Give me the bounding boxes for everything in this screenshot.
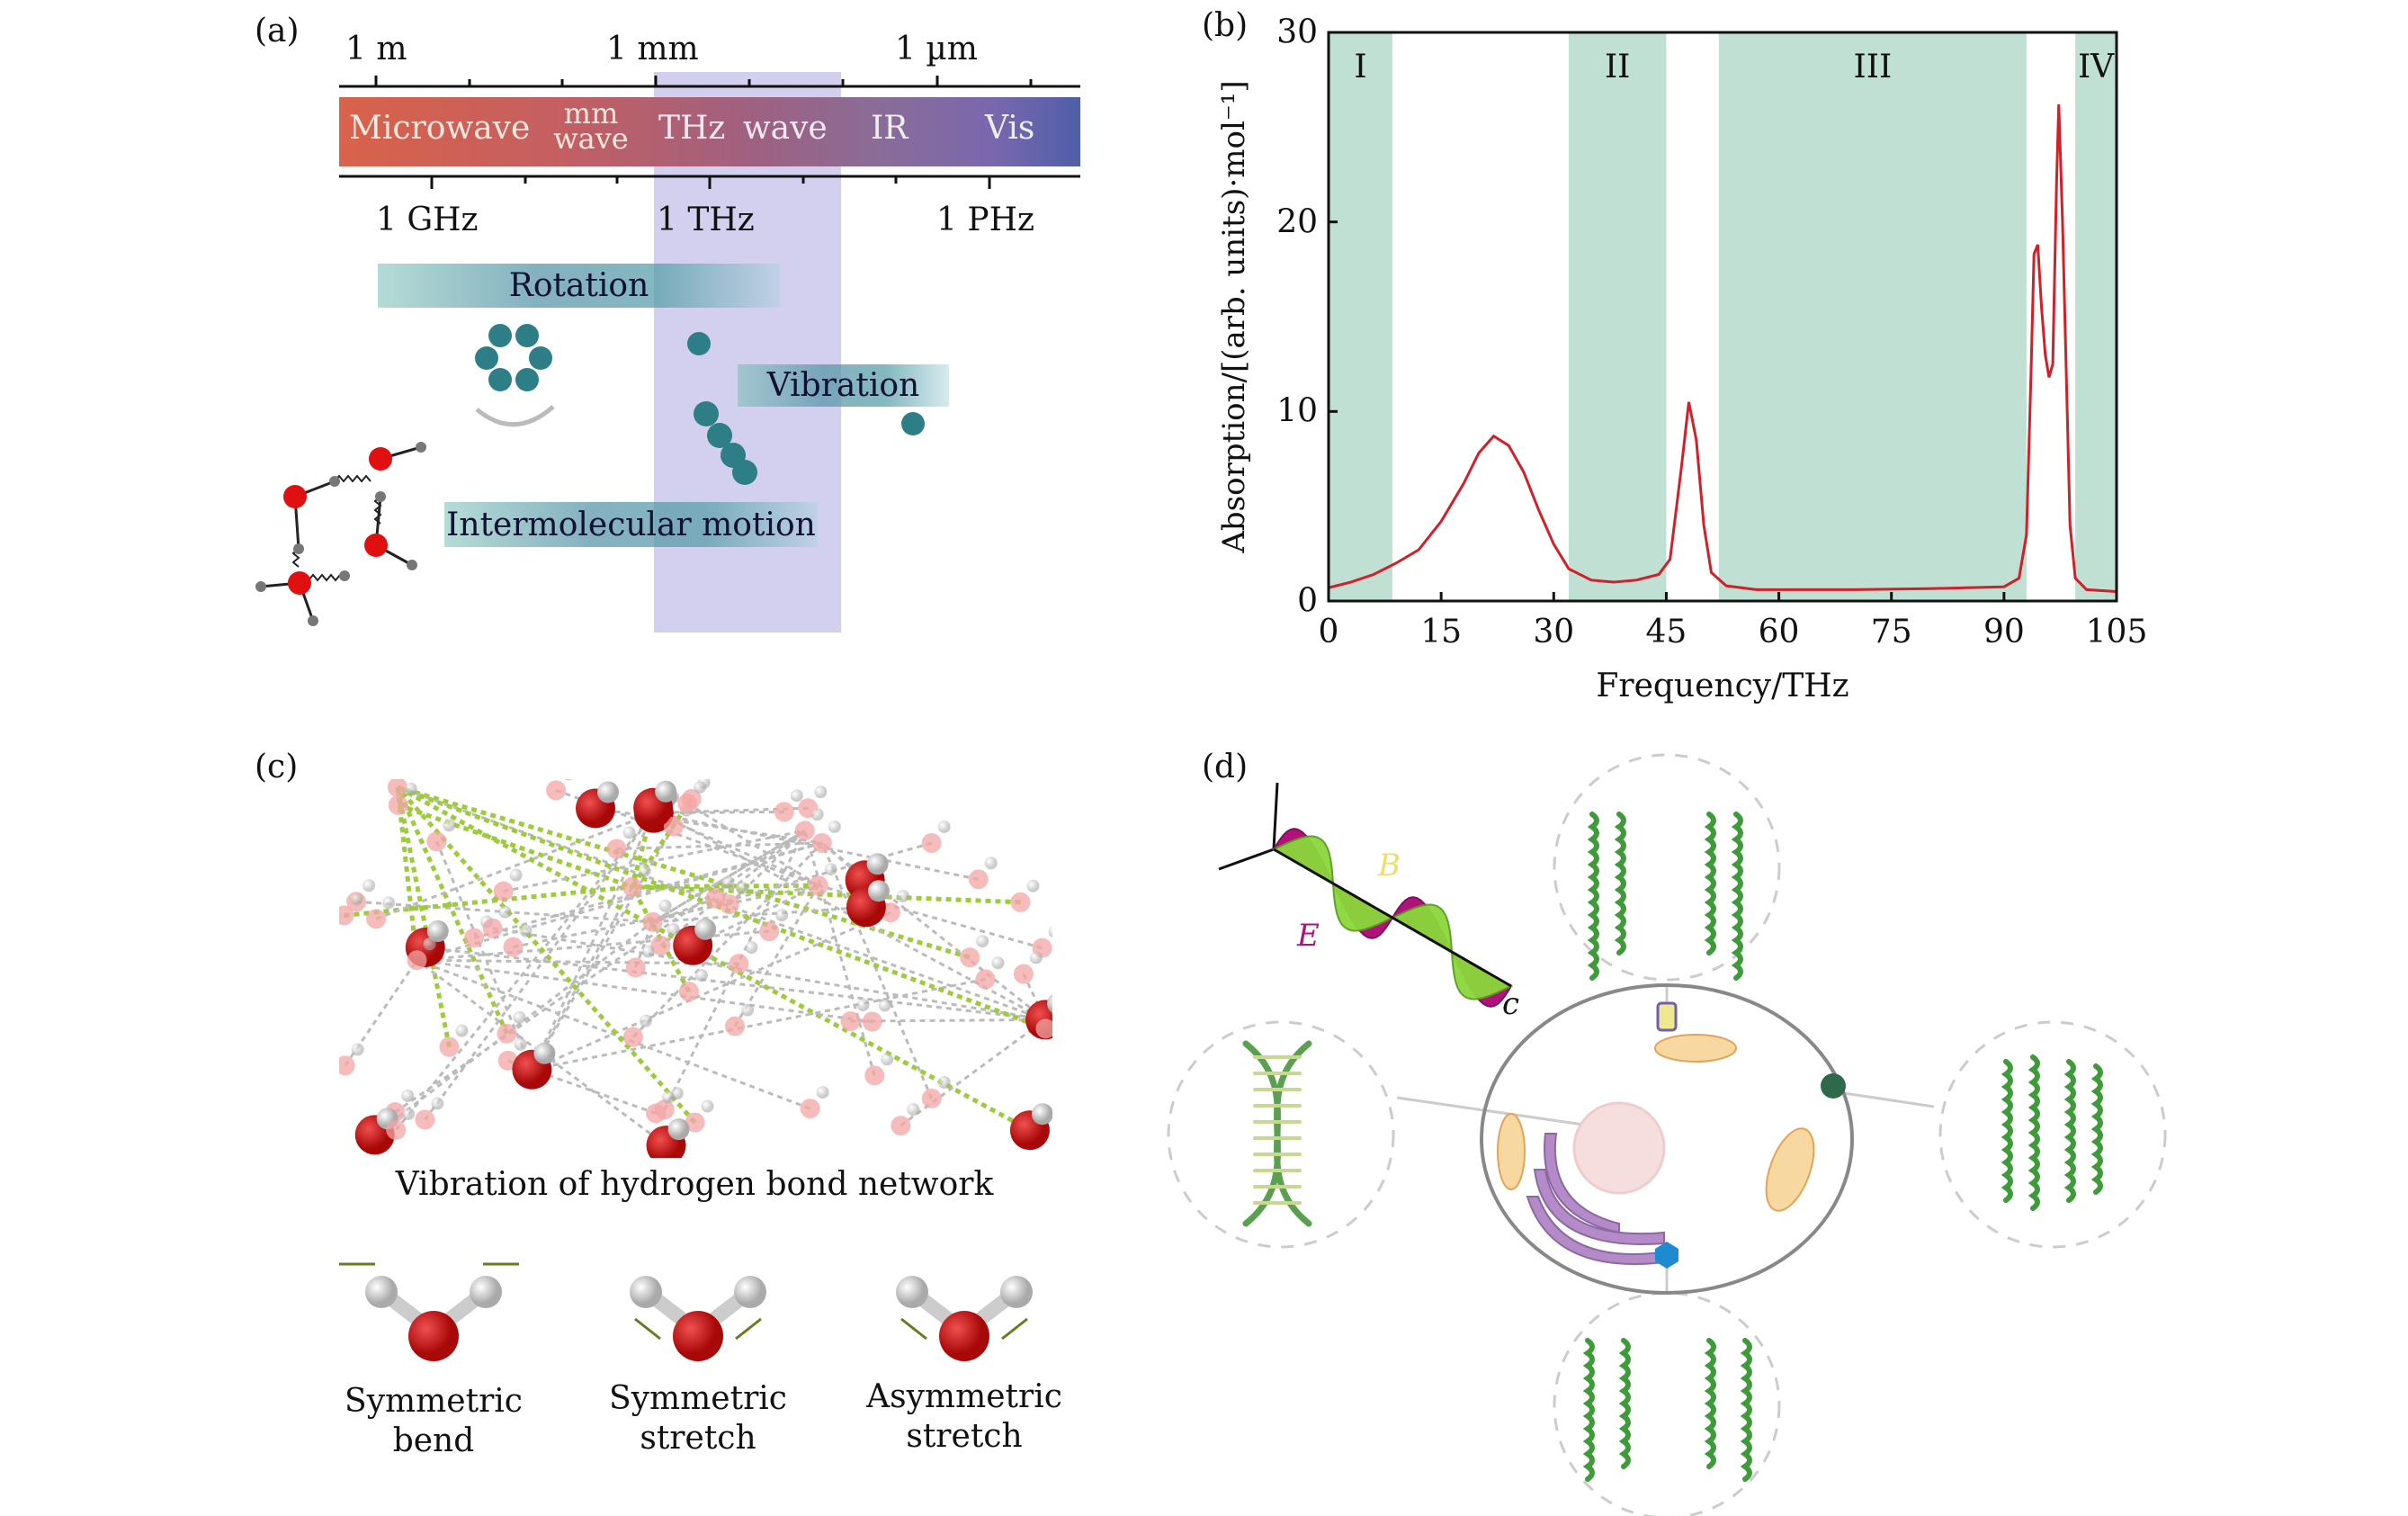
x-tick-label: 60 bbox=[1758, 614, 1800, 650]
y-tick-label: 30 bbox=[1276, 13, 1318, 51]
region-label: III bbox=[1853, 49, 1893, 85]
x-tick-label: 75 bbox=[1870, 614, 1912, 650]
water-cluster-icon bbox=[255, 442, 426, 626]
e-field-label: E bbox=[1297, 918, 1320, 954]
transporter-icon bbox=[1655, 1242, 1678, 1269]
frequency-tick-1thz: 1 THz bbox=[657, 202, 755, 238]
dna-circle bbox=[1167, 1020, 1395, 1249]
motion-intermolecular: Intermolecular motion bbox=[444, 502, 818, 547]
frequency-tick-1phz: 1 PHz bbox=[936, 202, 1034, 238]
mode-asymmetric-stretch: Asymmetric stretch bbox=[866, 1377, 1062, 1457]
region-band bbox=[1718, 32, 2027, 601]
b-field-label: B bbox=[1378, 848, 1401, 884]
panel-a-label: (a) bbox=[255, 13, 300, 49]
motion-rotation: Rotation bbox=[378, 264, 780, 308]
region-band bbox=[1329, 32, 1392, 601]
absorption-line bbox=[1328, 104, 2117, 593]
frequency-tick-1ghz: 1 GHz bbox=[376, 202, 479, 238]
y-tick-label: 10 bbox=[1276, 392, 1318, 430]
mode-label-line2: bend bbox=[392, 1422, 475, 1459]
panel-c-label: (c) bbox=[255, 749, 299, 785]
region-label: IV bbox=[2077, 49, 2115, 85]
x-tick-label: 15 bbox=[1420, 614, 1463, 650]
protein-helix bbox=[2063, 1059, 2076, 1203]
mitochondrion bbox=[1654, 1034, 1737, 1063]
protein-helix bbox=[1614, 812, 1626, 955]
band-microwave: Microwave bbox=[349, 110, 531, 147]
region-band bbox=[2075, 32, 2117, 601]
motion-arrow-icon bbox=[900, 1317, 927, 1341]
protein-circle-bottom bbox=[1553, 1291, 1781, 1516]
protein-helix bbox=[1704, 1338, 1716, 1469]
band-ir: IR bbox=[871, 110, 909, 147]
x-tick-label: 90 bbox=[1983, 614, 2025, 650]
band-thz-wave: THz wave bbox=[658, 110, 828, 147]
protein-helix bbox=[1731, 812, 1743, 981]
x-tick-label: 30 bbox=[1533, 614, 1575, 650]
y-axis-label: Absorption/[(arb. units)·mol⁻¹] bbox=[1216, 80, 1252, 553]
benzene-molecule-icon bbox=[475, 324, 552, 391]
wavelength-tick-1m: 1 m bbox=[345, 31, 407, 67]
region-label: I bbox=[1354, 49, 1367, 85]
mitochondrion bbox=[1497, 1113, 1526, 1190]
wavelength-tick-1um: 1 µm bbox=[895, 31, 978, 67]
cell-membrane bbox=[1480, 983, 1854, 1295]
motion-arrow-icon bbox=[634, 1317, 661, 1341]
nucleus bbox=[1572, 1101, 1666, 1195]
mode-symmetric-stretch: Symmetric stretch bbox=[609, 1379, 787, 1458]
y-tick-label: 20 bbox=[1276, 203, 1318, 241]
mode-label-line1: Asymmetric bbox=[866, 1378, 1062, 1415]
diatomic-molecule-icon bbox=[901, 412, 925, 435]
protein-helix bbox=[1582, 1338, 1595, 1482]
x-tick-label: 105 bbox=[2085, 614, 2148, 650]
protein-helix bbox=[2001, 1059, 2013, 1203]
y-tick-label: 0 bbox=[1297, 582, 1318, 620]
panel-d-label: (d) bbox=[1202, 749, 1249, 785]
motion-arrow-icon bbox=[735, 1317, 762, 1341]
motion-arrow-icon bbox=[1001, 1317, 1028, 1341]
motion-vibration: Vibration bbox=[738, 364, 949, 407]
water-molecule-icon bbox=[339, 1262, 519, 1361]
x-tick-label: 45 bbox=[1645, 614, 1687, 650]
x-tick-label: 0 bbox=[1318, 614, 1339, 650]
x-axis-label: Frequency/THz bbox=[1596, 668, 1849, 704]
protein-circle-right bbox=[1938, 1020, 2167, 1249]
protein-helix bbox=[1740, 1338, 1752, 1482]
mode-label-line1: Symmetric bbox=[345, 1383, 523, 1420]
mode-label-line2: stretch bbox=[906, 1418, 1023, 1455]
dna-helix-icon bbox=[1242, 1040, 1312, 1227]
mitochondrion bbox=[1765, 1127, 1815, 1212]
light-speed-label: c bbox=[1502, 986, 1520, 1022]
mode-label-line1: Symmetric bbox=[609, 1380, 787, 1417]
water-molecule-icon bbox=[896, 1276, 1033, 1361]
mode-symmetric-bend: Symmetric bend bbox=[345, 1382, 523, 1461]
band-mm-wave: mm wave bbox=[553, 96, 629, 156]
region-label: II bbox=[1604, 49, 1631, 85]
ion-channel-icon bbox=[1656, 1001, 1678, 1032]
water-molecule-icon bbox=[630, 1276, 766, 1361]
protein-helix bbox=[1704, 812, 1716, 955]
protein-helix bbox=[1587, 812, 1599, 981]
protein-helix bbox=[2028, 1054, 2040, 1211]
em-spectrum-bar bbox=[339, 97, 1080, 166]
em-wave-icon bbox=[1218, 782, 1514, 1008]
protein-helix bbox=[2090, 1063, 2103, 1195]
rotation-arrow-icon bbox=[475, 405, 555, 427]
band-vis: Vis bbox=[985, 110, 1035, 147]
panel-b-label: (b) bbox=[1202, 7, 1249, 44]
receptor-icon bbox=[1821, 1073, 1846, 1099]
region-band bbox=[1568, 32, 1667, 601]
wavelength-tick-1mm: 1 mm bbox=[606, 31, 699, 67]
network-caption: Vibration of hydrogen bond network bbox=[395, 1166, 994, 1203]
plot-frame bbox=[1327, 31, 2118, 603]
mode-label-line2: stretch bbox=[640, 1420, 756, 1457]
golgi-apparatus bbox=[1526, 1133, 1675, 1265]
protein-helix bbox=[1618, 1338, 1631, 1469]
protein-circle-top bbox=[1553, 753, 1781, 982]
